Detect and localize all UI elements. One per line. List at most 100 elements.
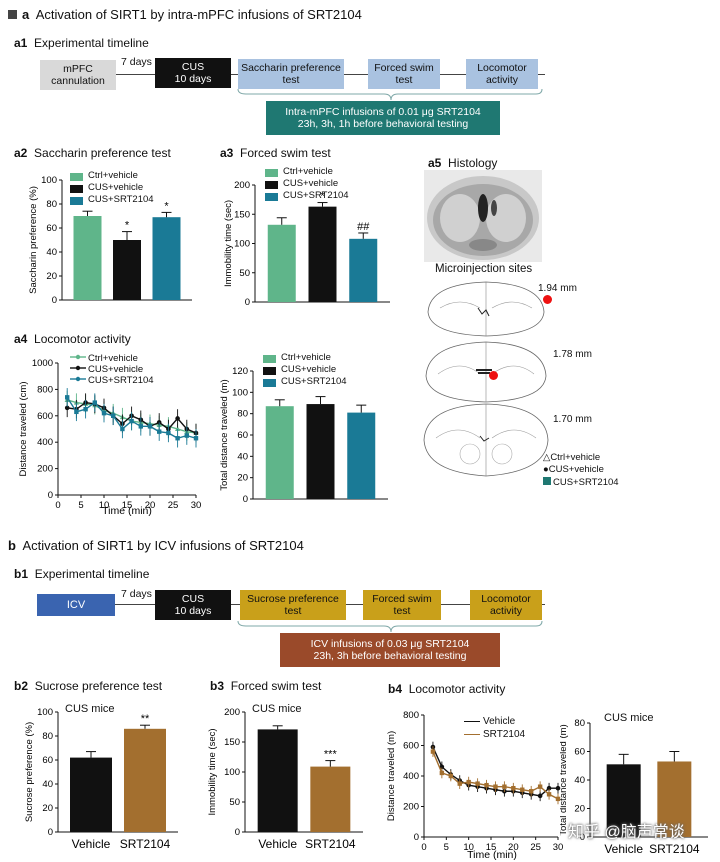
- bar: [310, 766, 351, 832]
- data-point: [520, 787, 525, 792]
- a5-mm-2: 1.78 mm: [553, 349, 592, 360]
- data-point: [138, 424, 143, 429]
- y-tick-label: 50: [229, 797, 240, 808]
- data-point: [193, 436, 199, 441]
- bar: [257, 729, 298, 832]
- x-tick-label: SRT2104: [649, 842, 700, 856]
- y-tick-label: 40: [237, 451, 248, 462]
- b1-cus-box: CUS 10 days: [155, 590, 231, 620]
- y-tick-label: 80: [574, 718, 585, 729]
- data-point: [537, 784, 543, 789]
- x-tick-label: 20: [145, 500, 156, 511]
- bar: [657, 761, 692, 837]
- a1-bracket: [237, 88, 543, 101]
- bar: [308, 206, 337, 302]
- bar: [113, 240, 141, 300]
- a2-legend-swatch-srt: [70, 197, 83, 205]
- data-point: [175, 426, 181, 431]
- y-tick-label: 0: [580, 832, 585, 843]
- b1-fst-box: Forced swim test: [363, 590, 441, 620]
- a5-legend-ctrl: △Ctrl+vehicle: [543, 452, 601, 463]
- y-tick-label: 20: [574, 804, 585, 815]
- y-tick-label: 0: [48, 490, 53, 501]
- chart-b3: 0 50 100 150 200 Immobility time (sec) Vehicle…: [207, 707, 363, 851]
- y-tick-label: 20: [46, 271, 57, 282]
- x-tick-label: 10: [99, 500, 110, 511]
- y-tick-label: 80: [42, 731, 53, 742]
- y-tick-label: 400: [403, 771, 419, 782]
- legend-marker: [75, 354, 81, 360]
- data-point: [466, 779, 471, 785]
- bar: [70, 757, 112, 832]
- a2-legend-swatch-cus: [70, 185, 83, 193]
- data-point: [111, 413, 116, 418]
- legend-marker: [75, 376, 81, 382]
- data-point: [101, 410, 107, 416]
- a4-legend-swatch-ctrl: [263, 355, 276, 363]
- data-point: [475, 781, 480, 786]
- data-point: [175, 416, 180, 421]
- x-tick-label: SRT2104: [305, 837, 356, 851]
- significance-mark: **: [141, 713, 150, 725]
- x-tick-label: Vehicle: [72, 837, 111, 851]
- data-point: [537, 793, 543, 799]
- y-axis-label: Immobility time (sec): [223, 200, 234, 287]
- y-tick-label: 0: [48, 827, 53, 838]
- y-tick-label: 80: [46, 199, 57, 210]
- a3-heading: a3 Forced swim test: [220, 146, 331, 160]
- x-tick-label: 30: [553, 842, 564, 853]
- x-tick-label: SRT2104: [120, 837, 171, 851]
- data-point: [493, 784, 498, 789]
- b4-sub: CUS mice: [604, 712, 654, 724]
- x-tick-label: 5: [444, 842, 449, 853]
- data-point: [430, 749, 436, 754]
- significance-mark: ##: [357, 221, 370, 233]
- a5-brain-sections: [423, 281, 549, 477]
- y-tick-label: 150: [234, 209, 250, 220]
- data-point: [457, 781, 462, 786]
- y-tick-label: 100: [224, 767, 240, 778]
- y-tick-label: 0: [235, 827, 240, 838]
- a5-red-dot-1: [543, 295, 552, 304]
- a4-line-legend-srt: CUS+SRT2104: [88, 375, 154, 386]
- y-tick-label: 600: [403, 741, 419, 752]
- data-point: [74, 409, 79, 415]
- y-tick-label: 800: [37, 384, 53, 395]
- a5-legend-cus: ●CUS+vehicle: [543, 464, 604, 475]
- x-tick-label: 0: [55, 500, 60, 511]
- data-point: [147, 424, 153, 429]
- section-b-title: b Activation of SIRT1 by ICV infusions o…: [8, 538, 304, 553]
- significance-mark: *: [320, 191, 325, 203]
- bar: [606, 764, 641, 837]
- data-point: [555, 796, 561, 802]
- b4-legend-srt: SRT2104: [464, 729, 525, 740]
- a4-legend-swatch-cus: [263, 367, 276, 375]
- y-tick-label: 800: [403, 710, 419, 721]
- y-tick-label: 0: [414, 832, 419, 843]
- b4-legend-vehicle: Vehicle: [464, 716, 515, 727]
- y-tick-label: 0: [52, 295, 57, 306]
- a4-legend-swatch-srt: [263, 379, 276, 387]
- bar: [349, 238, 378, 302]
- data-point: [439, 770, 445, 776]
- chart-a4-line: 0 200 400 600 800 1000 Distance traveled (cm) 0…: [18, 354, 201, 517]
- a5-sites-title: Microinjection sites: [435, 263, 533, 275]
- y-tick-label: 20: [237, 473, 248, 484]
- data-point: [529, 789, 534, 794]
- data-point: [65, 395, 70, 400]
- a5-histology-image: [424, 170, 542, 262]
- a5-red-dot-2: [489, 371, 498, 380]
- y-axis-label: Distance traveled (m): [386, 731, 397, 821]
- x-tick-label: Vehicle: [258, 837, 297, 851]
- a3-legend-swatch-cus: [265, 181, 278, 189]
- data-point: [484, 782, 489, 788]
- bar: [267, 224, 296, 302]
- x-tick-label: 15: [486, 842, 497, 853]
- data-point: [83, 407, 88, 412]
- data-point: [64, 405, 70, 411]
- a2-heading: a2 Saccharin preference test: [14, 146, 171, 160]
- y-tick-label: 60: [42, 755, 53, 766]
- b2-heading: b2 Sucrose preference test: [14, 679, 163, 693]
